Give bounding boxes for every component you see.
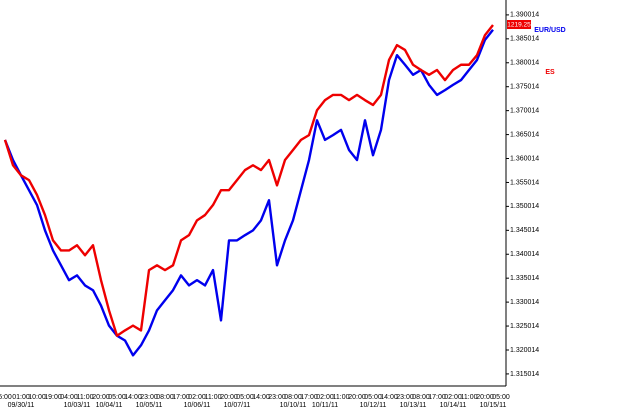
x-tick-label: 10:00 [28, 394, 46, 401]
y-tick-label: 1.355014 [510, 179, 539, 186]
x-tick-label: 17:00 [428, 394, 446, 401]
x-tick-label: 20:00 [220, 394, 238, 401]
x-date-label: 10/06/11 [184, 402, 211, 409]
y-tick-label: 1.315014 [510, 371, 539, 378]
last-value-label: 1219.25 [507, 22, 531, 29]
x-date-label: 10/05/11 [136, 402, 163, 409]
y-tick-label: 1.325014 [510, 323, 539, 330]
legend-label: EUR/USD [534, 27, 566, 34]
x-tick-label: 08:00 [412, 394, 430, 401]
x-date-label: 10/03/11 [64, 402, 91, 409]
y-tick-label: 1.330014 [510, 299, 539, 306]
x-tick-label: 11:00 [205, 394, 222, 401]
y-tick-label: 1.320014 [510, 347, 539, 354]
y-tick-label: 1.365014 [510, 131, 539, 138]
x-tick-label: 11:00 [461, 394, 478, 401]
x-tick-label: 23:00 [396, 394, 414, 401]
x-tick-label: 11:00 [333, 394, 350, 401]
x-tick-label: 05:00 [364, 394, 382, 401]
y-tick-label: 1.360014 [510, 155, 539, 162]
y-tick-label: 1.350014 [510, 203, 539, 210]
x-tick-label: 20:00 [348, 394, 366, 401]
x-tick-label: 08:00 [284, 394, 302, 401]
y-tick-label: 1.385014 [510, 36, 539, 43]
x-tick-label: 17:00 [172, 394, 190, 401]
x-tick-label: 05:00 [236, 394, 254, 401]
x-tick-label: 08:00 [156, 394, 174, 401]
x-date-label: 10/14/11 [440, 402, 467, 409]
y-tick-label: 1.375014 [510, 84, 539, 91]
x-date-label: 10/15/11 [480, 402, 507, 409]
y-tick-label: 1.345014 [510, 227, 539, 234]
legend-label: ES [545, 69, 555, 76]
x-tick-label: 23:00 [268, 394, 286, 401]
x-tick-label: 01:00 [12, 394, 30, 401]
x-tick-label: 02:00 [316, 394, 334, 401]
x-tick-label: 20:00 [92, 394, 110, 401]
x-tick-label: 04:00 [60, 394, 78, 401]
x-tick-label: 02:00 [188, 394, 206, 401]
x-date-label: 10/13/11 [400, 402, 427, 409]
y-tick-label: 1.340014 [510, 251, 539, 258]
x-tick-label: 14:00 [252, 394, 270, 401]
line-series [3, 24, 494, 337]
x-tick-label: 23:00 [140, 394, 158, 401]
y-tick-label: 1.370014 [510, 107, 539, 114]
line-series [3, 29, 494, 357]
x-tick-label: 05:00 [492, 394, 510, 401]
x-date-label: 09/30/11 [8, 402, 35, 409]
y-tick-label: 1.390014 [510, 12, 539, 19]
x-date-label: 10/10/11 [280, 402, 307, 409]
y-tick-label: 1.335014 [510, 275, 539, 282]
y-tick-label: 1.380014 [510, 60, 539, 67]
x-tick-label: 11:00 [77, 394, 94, 401]
x-tick-label: 19:00 [44, 394, 62, 401]
x-tick-label: 5:00 [0, 394, 12, 401]
x-date-label: 10/04/11 [96, 402, 123, 409]
x-tick-label: 14:00 [124, 394, 142, 401]
x-date-label: 10/12/11 [360, 402, 387, 409]
x-date-label: 10/11/11 [312, 402, 338, 409]
x-tick-label: 02:00 [444, 394, 462, 401]
x-tick-label: 14:00 [380, 394, 398, 401]
x-tick-label: 17:00 [300, 394, 318, 401]
x-date-label: 10/07/11 [224, 402, 251, 409]
x-tick-label: 20:00 [476, 394, 494, 401]
last-value-box [507, 20, 531, 30]
x-tick-label: 05:00 [108, 394, 126, 401]
